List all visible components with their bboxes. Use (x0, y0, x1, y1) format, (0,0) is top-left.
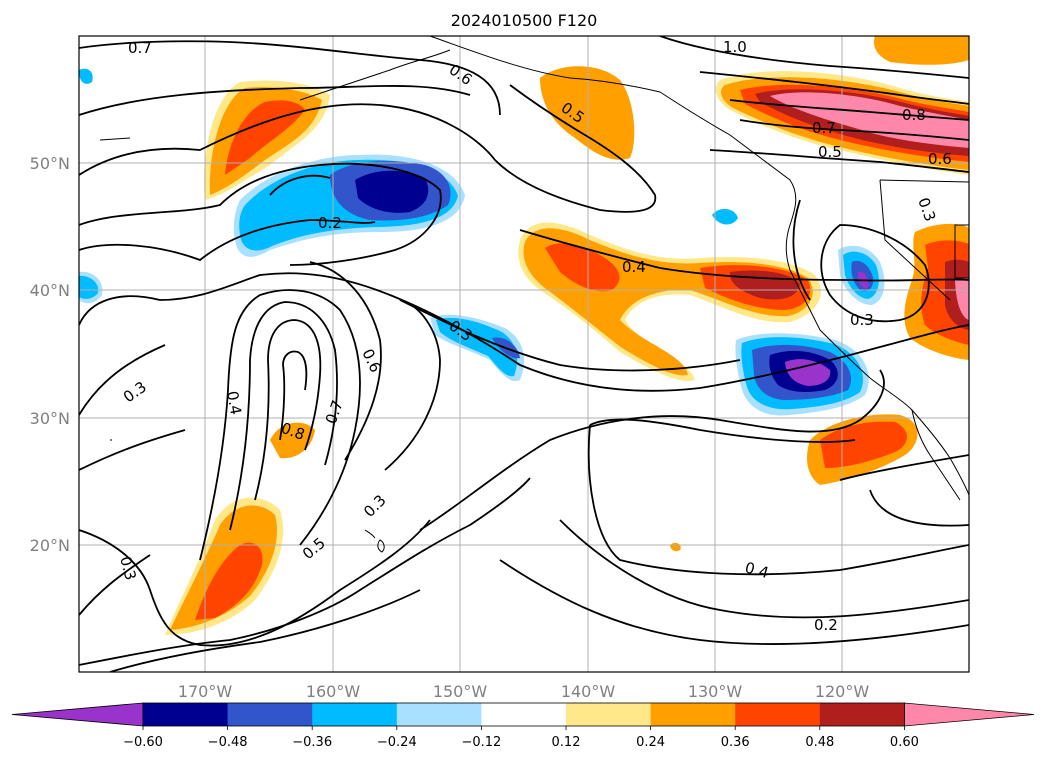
contour-label: 0.4 (743, 558, 771, 582)
lat-label: 50°N (30, 154, 70, 173)
colorbar-tick-label: −0.12 (461, 735, 501, 750)
contour-label: 0.7 (128, 39, 152, 57)
colorbar-segment (143, 703, 229, 726)
map-title: 2024010500 F120 (451, 11, 598, 30)
contour-label: 0.4 (223, 390, 245, 417)
colorbar-frame (142, 702, 905, 727)
contour-lines (79, 36, 969, 672)
lon-label: 120°W (815, 682, 870, 701)
colorbar-tick-label: −0.24 (377, 735, 417, 750)
contour-label: 0.7 (812, 119, 836, 137)
lon-label: 170°W (178, 682, 233, 701)
lat-label: 30°N (30, 409, 70, 428)
contour-label: 0.3 (850, 311, 874, 329)
graticule (79, 36, 969, 672)
map-area: 0.7 0.6 1.0 0.5 0.8 0.7 0.5 0.6 0.2 0.3 … (79, 36, 969, 672)
contour-label: 0.3 (116, 554, 140, 582)
colorbar-extend-max (904, 702, 1035, 727)
coastlines (99, 36, 969, 553)
colorbar-tick-label: −0.48 (208, 735, 248, 750)
colorbar: −0.60 −0.48 −0.36 −0.24 −0.12 0.12 0.24 0.36 0.4… (11, 702, 1035, 750)
colorbar-segment (650, 703, 736, 726)
colorbar-tick-label: 0.24 (636, 735, 665, 750)
colorbar-tick-label: 0.12 (552, 735, 581, 750)
latitude-axis: 50°N 40°N 30°N 20°N (30, 154, 70, 555)
contour-label: 1.0 (723, 38, 747, 56)
map-frame (78, 35, 970, 673)
colorbar-tick-label: −0.60 (123, 735, 163, 750)
lat-label: 20°N (30, 536, 70, 555)
colorbar-segment (735, 703, 821, 726)
colorbar-tick-label: 0.48 (805, 735, 834, 750)
lat-label: 40°N (30, 281, 70, 300)
colorbar-tick-label: 0.60 (890, 735, 919, 750)
contour-label: 0.2 (318, 214, 342, 232)
contour-label: 0.4 (622, 258, 646, 276)
contour-label: 0.8 (902, 106, 926, 124)
lon-label: 140°W (561, 682, 616, 701)
colorbar-segment (312, 703, 398, 726)
longitude-axis: 170°W 160°W 150°W 140°W 130°W 120°W (178, 682, 870, 701)
colorbar-extend-min (11, 702, 144, 727)
lon-label: 160°W (306, 682, 361, 701)
colorbar-tick-label: −0.36 (292, 735, 332, 750)
colorbar-segment (396, 703, 482, 726)
contour-label: 0.5 (818, 143, 842, 161)
colorbar-segment (566, 703, 652, 726)
lon-label: 130°W (688, 682, 743, 701)
colorbar-segment (819, 703, 905, 726)
colorbar-tick-label: 0.36 (721, 735, 750, 750)
lon-label: 150°W (433, 682, 488, 701)
contour-label: 0.2 (814, 616, 838, 634)
colorbar-segment (481, 703, 567, 726)
colorbar-segment (227, 703, 313, 726)
contour-label: 0.6 (928, 150, 952, 168)
